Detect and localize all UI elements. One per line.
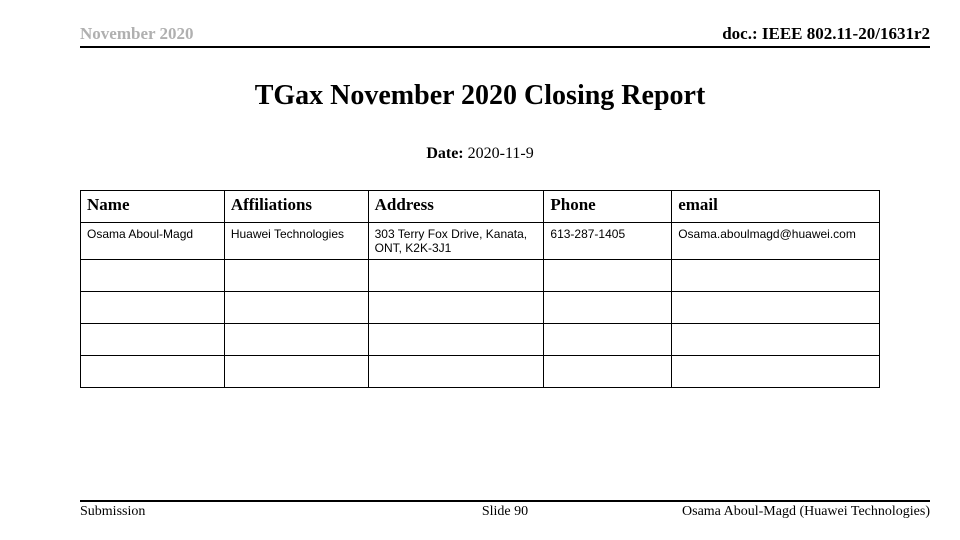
col-header-email: email	[672, 191, 880, 223]
cell-email	[672, 260, 880, 292]
footer-left: Submission	[80, 504, 145, 520]
authors-table: Name Affiliations Address Phone email Os…	[80, 190, 880, 388]
date-line: Date: 2020-11-9	[0, 145, 960, 163]
cell-address	[368, 356, 544, 388]
cell-phone	[544, 324, 672, 356]
header-date: November 2020	[80, 24, 193, 44]
header-bar: November 2020 doc.: IEEE 802.11-20/1631r…	[80, 24, 930, 48]
table-row	[81, 260, 880, 292]
table-row	[81, 292, 880, 324]
cell-email	[672, 292, 880, 324]
cell-address	[368, 260, 544, 292]
col-header-name: Name	[81, 191, 225, 223]
cell-phone	[544, 292, 672, 324]
cell-affiliations	[224, 356, 368, 388]
cell-affiliations: Huawei Technologies	[224, 223, 368, 260]
cell-phone: 613-287-1405	[544, 223, 672, 260]
cell-name: Osama Aboul-Magd	[81, 223, 225, 260]
footer-slide-number: Slide 90	[482, 504, 528, 520]
date-label: Date:	[426, 145, 463, 162]
col-header-affiliations: Affiliations	[224, 191, 368, 223]
header-doc-id: doc.: IEEE 802.11-20/1631r2	[722, 24, 930, 44]
cell-affiliations	[224, 260, 368, 292]
cell-name	[81, 324, 225, 356]
col-header-phone: Phone	[544, 191, 672, 223]
cell-email: Osama.aboulmagd@huawei.com	[672, 223, 880, 260]
table-header-row: Name Affiliations Address Phone email	[81, 191, 880, 223]
col-header-address: Address	[368, 191, 544, 223]
cell-phone	[544, 356, 672, 388]
page-title: TGax November 2020 Closing Report	[0, 80, 960, 112]
cell-address: 303 Terry Fox Drive, Kanata, ONT, K2K-3J…	[368, 223, 544, 260]
cell-email	[672, 324, 880, 356]
cell-affiliations	[224, 324, 368, 356]
cell-address	[368, 324, 544, 356]
cell-address	[368, 292, 544, 324]
table-row	[81, 324, 880, 356]
cell-name	[81, 260, 225, 292]
cell-phone	[544, 260, 672, 292]
date-value: 2020-11-9	[468, 145, 534, 162]
footer-bar: Submission Slide 90 Osama Aboul-Magd (Hu…	[80, 500, 930, 520]
table-row: Osama Aboul-Magd Huawei Technologies 303…	[81, 223, 880, 260]
footer-author: Osama Aboul-Magd (Huawei Technologies)	[682, 504, 930, 520]
cell-name	[81, 356, 225, 388]
cell-name	[81, 292, 225, 324]
table-row	[81, 356, 880, 388]
cell-affiliations	[224, 292, 368, 324]
cell-email	[672, 356, 880, 388]
